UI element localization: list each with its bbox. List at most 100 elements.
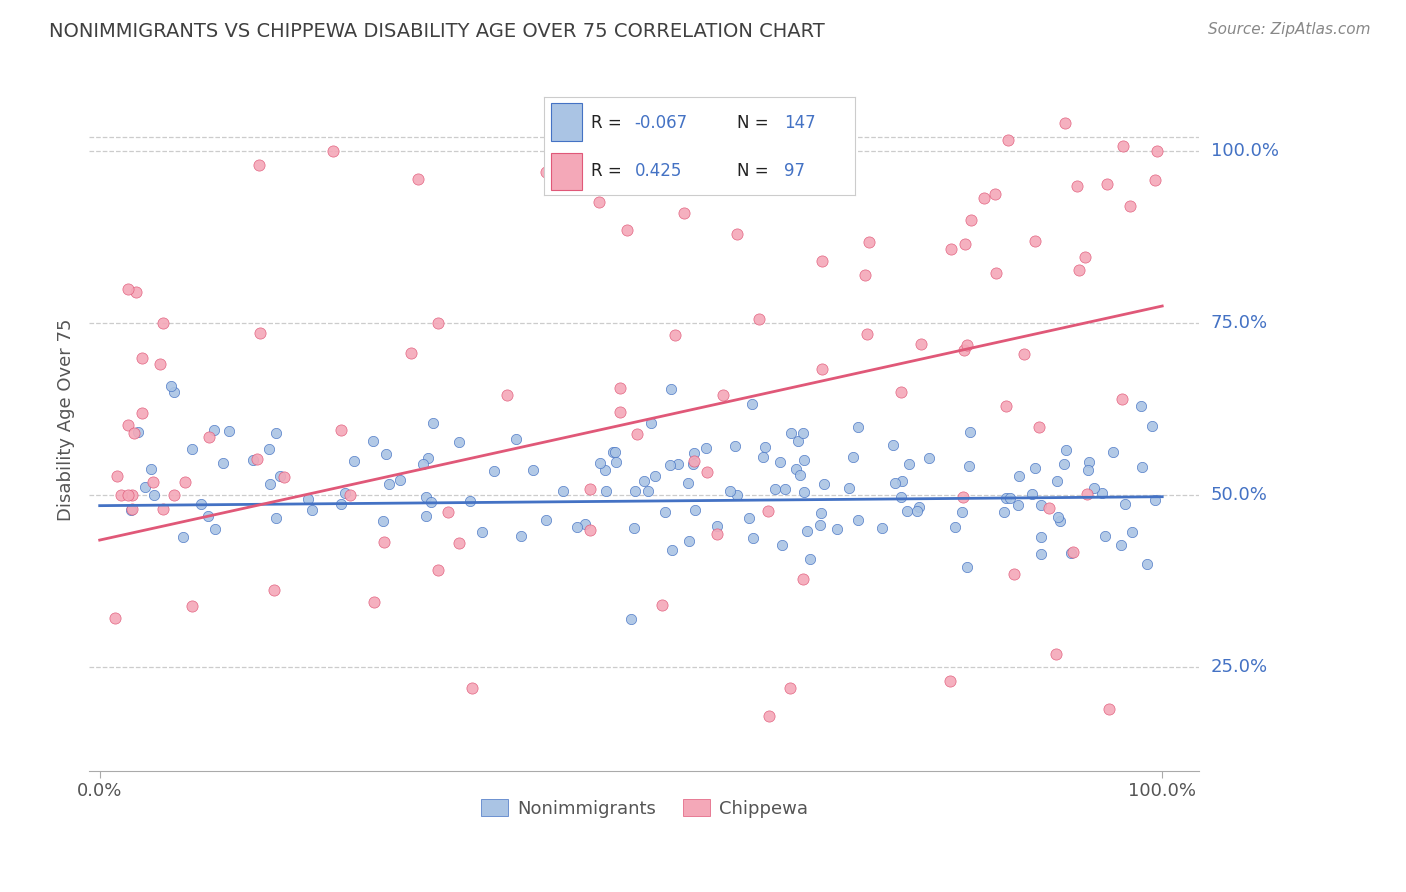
Point	[897, 457, 920, 471]
Point	[870, 521, 893, 535]
Point	[738, 511, 761, 525]
Point	[858, 235, 880, 249]
Point	[666, 457, 689, 471]
Point	[1053, 458, 1076, 472]
Point	[416, 451, 439, 466]
Point	[335, 486, 357, 500]
Point	[959, 425, 981, 440]
Point	[659, 458, 682, 472]
Point	[449, 536, 471, 550]
Point	[1109, 538, 1132, 552]
Point	[841, 450, 863, 464]
Point	[436, 504, 458, 518]
Point	[1121, 524, 1143, 539]
Point	[377, 476, 399, 491]
Point	[574, 516, 596, 531]
Point	[534, 165, 557, 179]
Point	[602, 445, 624, 459]
Text: 25.0%: 25.0%	[1211, 658, 1268, 676]
Point	[534, 513, 557, 527]
Point	[143, 488, 166, 502]
Point	[1130, 460, 1153, 475]
Point	[249, 326, 271, 341]
Point	[1028, 420, 1050, 434]
Point	[1007, 469, 1029, 483]
Point	[1112, 139, 1135, 153]
Point	[375, 448, 398, 462]
Point	[953, 236, 976, 251]
Point	[955, 338, 977, 352]
Point	[1091, 486, 1114, 500]
Point	[1029, 530, 1052, 544]
Point	[1024, 460, 1046, 475]
Point	[754, 440, 776, 454]
Point	[117, 488, 139, 502]
Point	[522, 463, 544, 477]
Point	[458, 493, 481, 508]
Point	[884, 476, 907, 491]
Point	[198, 430, 221, 444]
Text: 50.0%: 50.0%	[1211, 486, 1267, 504]
Point	[952, 490, 974, 504]
Point	[718, 483, 741, 498]
Point	[983, 186, 1005, 201]
Point	[202, 423, 225, 437]
Point	[159, 378, 181, 392]
Point	[471, 525, 494, 540]
Point	[637, 484, 659, 499]
Point	[640, 416, 662, 430]
Point	[551, 483, 574, 498]
Point	[620, 612, 643, 626]
Point	[725, 227, 748, 241]
Point	[1114, 497, 1136, 511]
Point	[890, 384, 912, 399]
Point	[943, 519, 966, 533]
Point	[172, 530, 194, 544]
Point	[242, 453, 264, 467]
Point	[1130, 399, 1153, 413]
Point	[984, 266, 1007, 280]
Point	[388, 473, 411, 487]
Point	[134, 480, 156, 494]
Point	[1144, 492, 1167, 507]
Point	[339, 488, 361, 502]
Point	[683, 453, 706, 467]
Text: 75.0%: 75.0%	[1211, 314, 1268, 332]
Point	[623, 521, 645, 535]
Point	[1002, 567, 1025, 582]
Point	[263, 583, 285, 598]
Point	[993, 505, 1015, 519]
Point	[609, 381, 631, 395]
Point	[127, 425, 149, 439]
Point	[131, 351, 153, 365]
Point	[484, 464, 506, 478]
Point	[173, 475, 195, 489]
Point	[579, 482, 602, 496]
Point	[415, 508, 437, 523]
Point	[769, 455, 792, 469]
Point	[811, 254, 834, 268]
Point	[1076, 486, 1098, 500]
Point	[588, 195, 610, 210]
Point	[910, 336, 932, 351]
Point	[605, 445, 627, 459]
Point	[891, 474, 914, 488]
Point	[330, 497, 353, 511]
Point	[1140, 419, 1163, 434]
Point	[1119, 199, 1142, 213]
Point	[181, 442, 204, 457]
Point	[121, 488, 143, 502]
Point	[623, 484, 645, 499]
Point	[1024, 234, 1046, 248]
Point	[399, 346, 422, 360]
Point	[139, 461, 162, 475]
Point	[415, 490, 437, 504]
Point	[770, 538, 793, 552]
Point	[110, 488, 132, 502]
Point	[1029, 499, 1052, 513]
Point	[696, 465, 718, 479]
Point	[605, 455, 627, 469]
Point	[1146, 144, 1168, 158]
Point	[792, 425, 814, 440]
Point	[659, 382, 682, 396]
